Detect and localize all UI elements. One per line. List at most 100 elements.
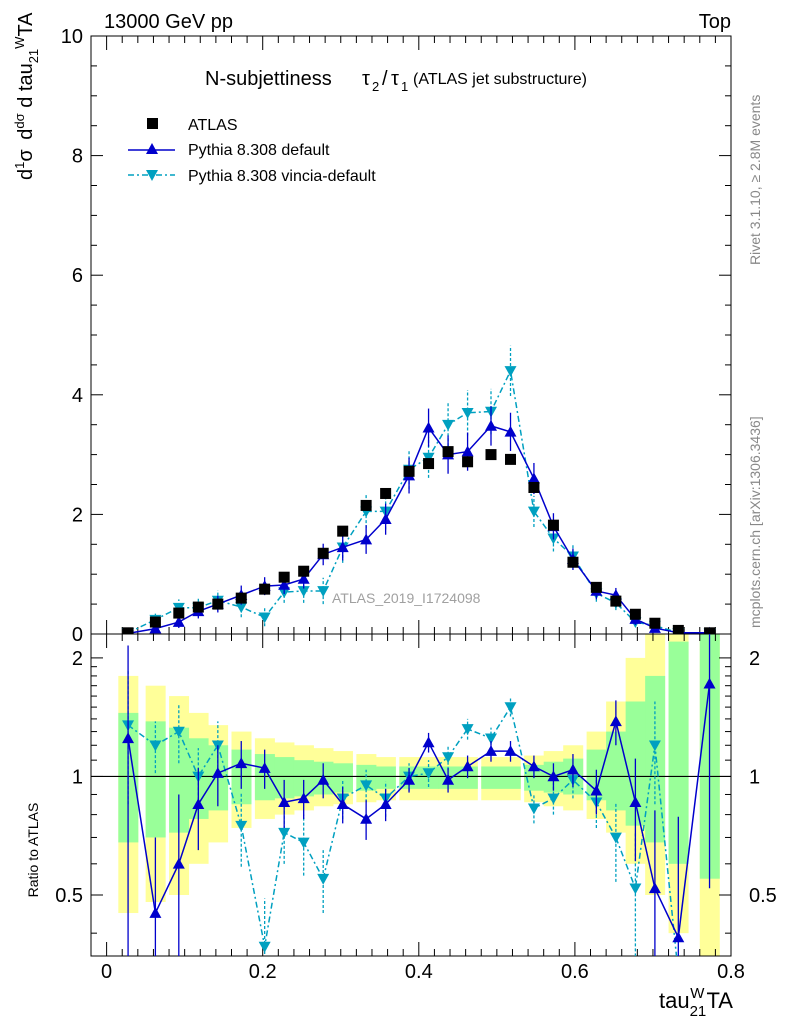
main-default-marker xyxy=(172,616,185,627)
main-atlas-marker xyxy=(462,456,474,468)
ratio-default-marker xyxy=(379,798,392,810)
ratio-frame xyxy=(90,633,732,957)
main-atlas-marker xyxy=(704,627,716,634)
main-vincia-line xyxy=(127,368,710,634)
ratio-default-marker xyxy=(461,760,474,772)
ratio-band-green xyxy=(169,727,190,833)
main-default-line xyxy=(127,425,710,634)
main-y-tick-label: 4 xyxy=(72,385,83,407)
ratio-default-marker xyxy=(609,715,622,727)
ratio-y-tick-label-right: 0.5 xyxy=(749,885,777,907)
ratio-band-green xyxy=(668,641,689,864)
ratio-default-marker xyxy=(122,732,135,744)
y-axis-label-main: d1σ ddσ d tau21WTA xyxy=(12,12,41,180)
main-atlas-marker xyxy=(442,446,454,458)
ratio-band-green xyxy=(145,721,166,838)
x-axis-label-text: tau21WTA xyxy=(659,985,733,1020)
ratio-band-green xyxy=(606,731,627,811)
header-right: Top xyxy=(699,11,731,33)
ratio-vincia-marker xyxy=(258,941,271,953)
ratio-default-marker xyxy=(527,760,540,772)
title-main: N-subjettiness xyxy=(205,68,332,90)
legend-marker-triangle-up xyxy=(146,143,158,154)
main-atlas-marker xyxy=(485,449,497,461)
ratio-y-tick-label-right: 1 xyxy=(749,766,760,788)
ratio-y-tick-label: 0.5 xyxy=(55,885,83,907)
y-axis-label-ratio: Ratio to ATLAS xyxy=(25,803,41,898)
main-atlas-marker xyxy=(567,556,579,568)
main-default-marker xyxy=(422,421,435,433)
main-atlas-marker xyxy=(337,525,349,537)
ratio-vincia-marker xyxy=(504,702,517,714)
main-atlas-marker xyxy=(649,617,661,629)
legend-entry-pythia-default: Pythia 8.308 default xyxy=(128,142,330,159)
main-default-marker xyxy=(149,622,162,634)
ratio-default-marker xyxy=(278,796,291,808)
main-vincia-marker xyxy=(258,612,271,624)
ratio-default-marker xyxy=(547,770,560,782)
title-tau2: τ xyxy=(362,68,370,90)
ratio-data xyxy=(122,634,716,980)
ratio-default-marker xyxy=(403,773,416,785)
legend-label-vincia: Pythia 8.308 vincia-default xyxy=(188,168,376,185)
ratio-vincia-marker xyxy=(485,733,497,745)
ratio-vincia-marker xyxy=(278,827,291,839)
side-label-bottom: mcplots.cern.ch [arXiv:1306.3436] xyxy=(747,416,763,628)
main-default-marker xyxy=(278,578,291,590)
ratio-default-marker xyxy=(235,757,248,769)
main-atlas-marker xyxy=(122,627,134,634)
ratio-band-green xyxy=(500,766,521,789)
ratio-vincia-marker xyxy=(149,740,162,752)
main-vincia-marker xyxy=(527,506,540,518)
main-plot: 0 2 4 6 8 10 xyxy=(61,26,732,646)
main-default-marker xyxy=(379,513,392,524)
ratio-default-marker xyxy=(211,767,224,778)
ratio-default-marker xyxy=(566,763,579,775)
ratio-default-marker xyxy=(648,882,661,894)
legend-label-atlas: ATLAS xyxy=(188,117,238,134)
ratio-default-marker xyxy=(629,796,642,808)
main-vincia-marker xyxy=(317,586,330,597)
ratio-default-marker xyxy=(149,907,162,918)
main-atlas-marker xyxy=(235,592,247,604)
ratio-y-tick-label: 1 xyxy=(72,766,83,788)
x-tick-label: 0.2 xyxy=(249,961,277,983)
main-vincia-marker xyxy=(504,366,517,377)
header-left: 13000 GeV pp xyxy=(104,11,233,33)
ratio-default-marker xyxy=(360,812,373,824)
ratio-plot: 0.5 0.5 1 1 2 2 0 0.2 0.4 0.6 0.8 xyxy=(55,633,777,983)
main-atlas-marker xyxy=(505,453,517,465)
main-atlas-marker xyxy=(173,607,185,619)
ratio-vincia-marker xyxy=(629,883,642,895)
title-paren: (ATLAS jet substructure) xyxy=(413,71,587,88)
ratio-default-marker xyxy=(336,798,349,810)
ratio-band-green xyxy=(293,760,314,797)
ratio-vincia-marker xyxy=(704,969,716,980)
x-tick-label: 0 xyxy=(101,961,112,983)
title-slash: / xyxy=(382,68,388,90)
ratio-vincia-marker xyxy=(172,726,185,738)
ratio-band-green xyxy=(481,766,502,789)
main-atlas-marker xyxy=(380,487,392,499)
main-atlas-marker xyxy=(629,608,641,620)
main-y-tick-label: 10 xyxy=(61,26,83,48)
ratio-vincia-marker xyxy=(648,740,661,752)
main-y-tick-label: 2 xyxy=(72,504,83,526)
ratio-vincia-marker xyxy=(461,724,474,735)
ratio-band-green xyxy=(375,766,396,789)
main-atlas-marker xyxy=(590,581,602,593)
main-vincia-marker xyxy=(235,602,248,614)
main-default-marker xyxy=(297,572,310,584)
ratio-vincia-marker xyxy=(672,969,684,980)
ratio-default-line xyxy=(127,683,711,941)
main-vincia-marker xyxy=(297,586,310,597)
main-atlas-marker xyxy=(259,583,271,595)
main-atlas-marker xyxy=(423,458,435,470)
main-atlas-marker xyxy=(672,624,684,634)
main-data xyxy=(122,345,716,634)
ratio-vincia-marker xyxy=(297,837,310,849)
main-atlas-marker xyxy=(360,499,372,511)
main-atlas-marker xyxy=(149,616,161,628)
main-atlas-marker xyxy=(610,595,622,607)
ratio-band-green xyxy=(356,764,377,791)
